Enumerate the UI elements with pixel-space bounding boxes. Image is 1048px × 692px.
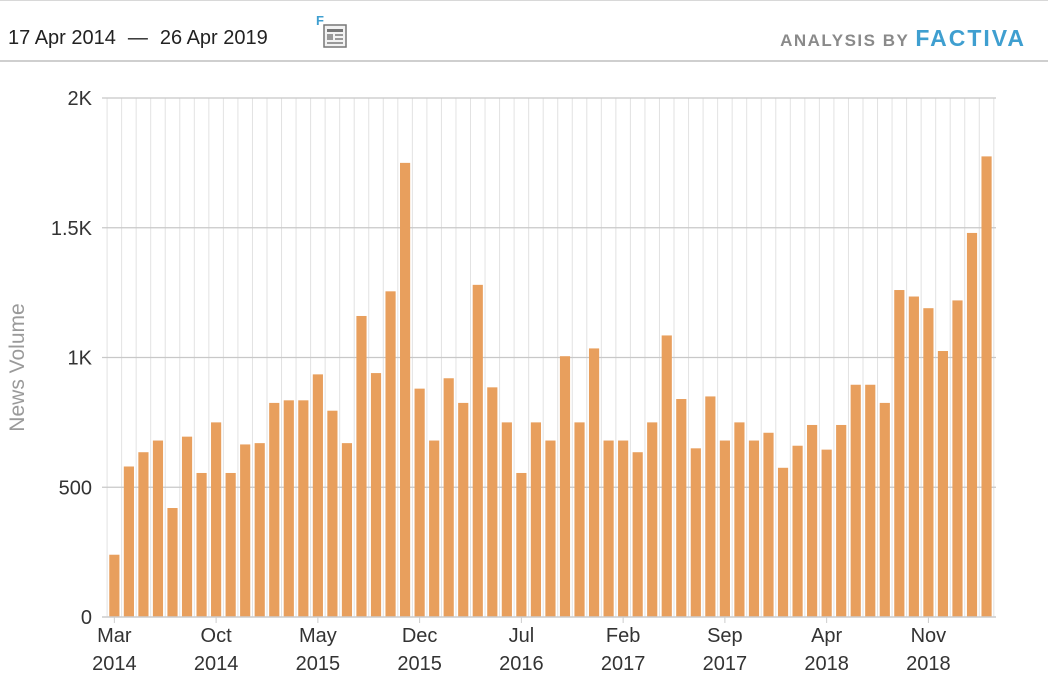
- axes: 0 500 1K 1.5K 2K Mar 2014 Oct 2014 May 2015 Dec 2015…: [51, 88, 996, 675]
- bar[interactable]: [167, 508, 178, 617]
- date-range: 17 Apr 2014 — 26 Apr 2019: [8, 27, 268, 50]
- bar[interactable]: [734, 422, 745, 617]
- brand-name: FACTIVA: [915, 25, 1026, 51]
- bar[interactable]: [138, 452, 149, 617]
- bar[interactable]: [705, 396, 716, 617]
- bar[interactable]: [661, 335, 672, 617]
- bar[interactable]: [109, 554, 120, 617]
- bar[interactable]: [647, 422, 658, 617]
- bar[interactable]: [908, 296, 919, 617]
- bar[interactable]: [225, 472, 236, 617]
- bar[interactable]: [327, 410, 338, 617]
- x-tick-month-label: Oct: [201, 625, 233, 647]
- bar[interactable]: [923, 308, 934, 617]
- x-tick-year-label: 2017: [703, 653, 748, 675]
- chart-header: 17 Apr 2014 — 26 Apr 2019 F ANALYSIS BY FAC…: [0, 0, 1048, 62]
- grid: [102, 97, 996, 617]
- x-tick-month-label: Jul: [509, 625, 535, 647]
- bar[interactable]: [443, 378, 454, 617]
- bar[interactable]: [763, 432, 774, 617]
- x-tick-month-label: Dec: [402, 625, 438, 647]
- bar[interactable]: [516, 472, 527, 617]
- bar[interactable]: [283, 400, 294, 617]
- bar[interactable]: [966, 232, 978, 617]
- y-tick-label: 1K: [68, 348, 93, 370]
- bar[interactable]: [836, 424, 847, 617]
- y-tick-label: 1.5K: [51, 218, 93, 240]
- x-tick-year-label: 2016: [499, 653, 544, 675]
- bar[interactable]: [123, 466, 134, 617]
- svg-text:F: F: [316, 13, 324, 28]
- bar[interactable]: [152, 440, 164, 617]
- bar[interactable]: [385, 291, 396, 617]
- bar[interactable]: [472, 284, 483, 617]
- bar[interactable]: [937, 351, 949, 617]
- bar[interactable]: [777, 467, 789, 617]
- x-tick-month-label: Nov: [911, 625, 947, 647]
- bar[interactable]: [458, 402, 469, 617]
- bar[interactable]: [181, 436, 193, 617]
- bar[interactable]: [807, 424, 818, 617]
- y-tick-label: 0: [81, 607, 92, 629]
- bar[interactable]: [269, 402, 280, 617]
- bar[interactable]: [690, 448, 701, 617]
- bar[interactable]: [676, 399, 687, 617]
- bar[interactable]: [821, 449, 832, 617]
- bar[interactable]: [618, 440, 629, 617]
- bar[interactable]: [632, 452, 643, 617]
- bar[interactable]: [240, 444, 251, 617]
- bar[interactable]: [414, 388, 425, 617]
- y-axis-title: News Volume: [6, 303, 29, 431]
- factiva-brand: ANALYSIS BY FACTIVA: [780, 25, 1026, 52]
- x-tick-year-label: 2018: [804, 653, 849, 675]
- bar[interactable]: [981, 156, 992, 617]
- factiva-article-icon[interactable]: F: [316, 13, 350, 51]
- bar[interactable]: [588, 348, 600, 617]
- bar[interactable]: [298, 400, 309, 617]
- date-end: 26 Apr 2019: [159, 27, 268, 49]
- bar[interactable]: [603, 440, 614, 617]
- x-tick-month-label: May: [299, 625, 337, 647]
- bar[interactable]: [487, 387, 498, 617]
- bars: [109, 156, 992, 617]
- x-tick-month-label: Feb: [606, 625, 640, 647]
- x-tick-year-label: 2015: [296, 653, 341, 675]
- news-volume-bar-chart: 0 500 1K 1.5K 2K Mar 2014 Oct 2014 May 2015 Dec 2015…: [6, 88, 996, 675]
- x-tick-month-label: Sep: [707, 625, 743, 647]
- date-start: 17 Apr 2014: [8, 27, 116, 49]
- bar[interactable]: [894, 290, 905, 617]
- x-tick-year-label: 2018: [906, 653, 951, 675]
- x-tick-year-label: 2015: [397, 653, 442, 675]
- bar[interactable]: [719, 440, 730, 617]
- bar[interactable]: [356, 315, 367, 617]
- x-tick-month-label: Apr: [811, 625, 842, 647]
- bar[interactable]: [501, 422, 512, 617]
- bar[interactable]: [574, 422, 585, 617]
- bar[interactable]: [792, 445, 803, 617]
- bar[interactable]: [312, 374, 323, 617]
- x-tick-year-label: 2014: [194, 653, 239, 675]
- y-tick-label: 500: [59, 477, 92, 499]
- brand-prefix: ANALYSIS BY: [780, 31, 910, 50]
- bar[interactable]: [196, 472, 207, 617]
- x-tick-month-label: Mar: [97, 625, 132, 647]
- x-tick-year-label: 2017: [601, 653, 646, 675]
- bar[interactable]: [254, 443, 265, 617]
- bar[interactable]: [211, 422, 222, 617]
- bar[interactable]: [865, 384, 876, 617]
- bar[interactable]: [530, 422, 542, 617]
- date-separator: —: [127, 27, 148, 49]
- bar[interactable]: [559, 356, 571, 617]
- bar[interactable]: [429, 440, 440, 617]
- bar[interactable]: [545, 440, 556, 617]
- x-tick-year-label: 2014: [92, 653, 137, 675]
- bar[interactable]: [370, 373, 382, 617]
- y-tick-label: 2K: [68, 88, 93, 110]
- bar[interactable]: [400, 162, 411, 617]
- bar[interactable]: [341, 443, 353, 617]
- bar[interactable]: [850, 384, 861, 617]
- bar[interactable]: [952, 300, 963, 617]
- bar[interactable]: [879, 402, 890, 617]
- bar[interactable]: [748, 440, 760, 617]
